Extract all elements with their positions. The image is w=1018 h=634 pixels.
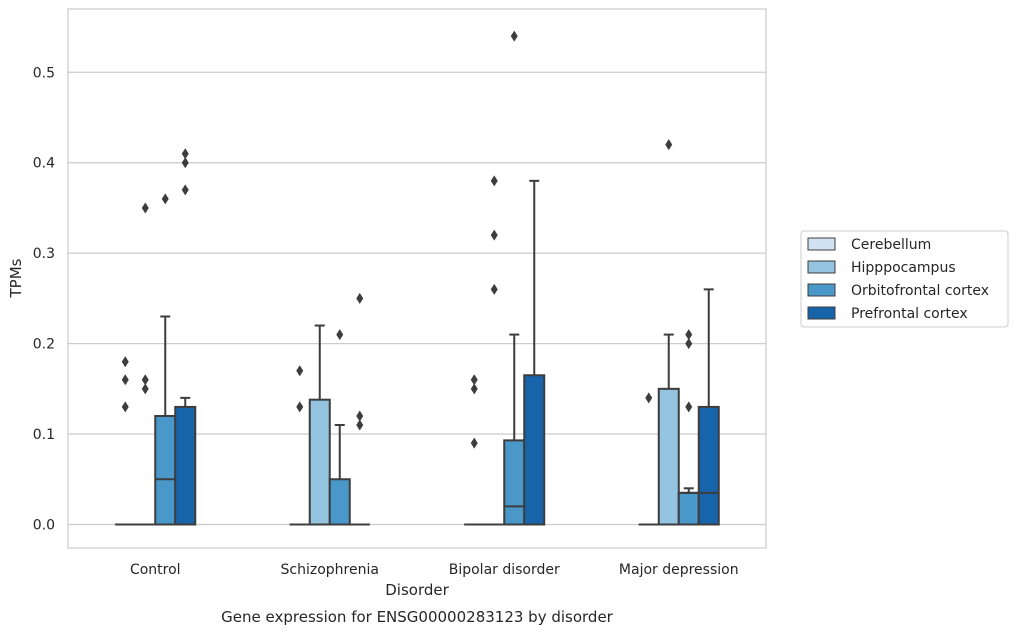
outlier-point — [665, 139, 673, 151]
x-tick-label: Control — [130, 562, 181, 578]
legend-label: Hipppocampus — [851, 260, 956, 276]
box — [154, 414, 177, 526]
box-schizophrenia-prefrontal-cortex — [349, 292, 370, 526]
y-tick-label: 0.5 — [33, 65, 55, 81]
y-tick-label: 0.2 — [33, 337, 55, 353]
outlier-point — [336, 329, 344, 341]
y-axis-title: TPMs — [7, 258, 25, 298]
box-schizophrenia-cerebellum — [289, 365, 310, 526]
box-major-depression-prefrontal-cortex — [697, 288, 720, 526]
box-major-depression-orbitofrontal-cortex — [677, 329, 700, 526]
x-tick-label: Schizophrenia — [281, 562, 379, 578]
outlier-point — [490, 283, 498, 295]
outlier-point — [181, 184, 189, 196]
outlier-point — [296, 401, 304, 413]
box-major-depression-hipppocampus — [657, 139, 680, 526]
box-control-prefrontal-cortex — [174, 148, 197, 526]
legend-label: Prefrontal cortex — [851, 306, 968, 322]
outlier-point — [685, 401, 693, 413]
y-tick-label: 0.4 — [33, 156, 55, 172]
y-tick-label: 0.1 — [33, 427, 55, 443]
y-tick-label: 0.3 — [33, 246, 55, 262]
outlier-point — [685, 338, 693, 350]
legend-swatch — [807, 260, 836, 274]
box-control-orbitofrontal-cortex — [154, 193, 177, 526]
outlier-point — [121, 374, 129, 386]
legend-swatch — [807, 283, 836, 297]
box — [174, 405, 197, 526]
box — [657, 387, 680, 526]
outlier-point — [121, 356, 129, 368]
outlier-point — [470, 383, 478, 395]
legend-swatch — [807, 237, 836, 251]
legend: Cerebellum Hipppocampus Orbitofrontal cort… — [800, 230, 1009, 328]
outlier-point — [356, 410, 364, 422]
box-bipolar-disorder-prefrontal-cortex — [523, 179, 546, 526]
box-control-cerebellum — [115, 356, 136, 526]
outlier-point — [356, 292, 364, 304]
outlier-point — [141, 374, 149, 386]
x-tick-labels: Control Schizophrenia Bipolar disorder Majo… — [130, 562, 739, 578]
outlier-point — [181, 157, 189, 169]
outlier-point — [161, 193, 169, 205]
box-major-depression-cerebellum — [638, 392, 659, 526]
outlier-point — [141, 202, 149, 214]
outlier-point — [121, 401, 129, 413]
outlier-point — [685, 329, 693, 341]
y-tick-label: 0.0 — [33, 517, 55, 533]
chart-caption: Gene expression for ENSG00000283123 by d… — [221, 608, 614, 626]
outlier-point — [645, 392, 653, 404]
box-control-hipppocampus — [135, 202, 156, 526]
legend-swatch — [807, 306, 836, 320]
outlier-point — [141, 383, 149, 395]
legend-label: Cerebellum — [851, 237, 931, 253]
box-schizophrenia-orbitofrontal-cortex — [328, 329, 351, 526]
box — [328, 478, 351, 526]
box — [677, 491, 700, 526]
outlier-point — [296, 365, 304, 377]
y-tick-labels: 0.0 0.1 0.2 0.3 0.4 0.5 — [33, 65, 55, 533]
outlier-point — [356, 419, 364, 431]
outlier-point — [490, 175, 498, 187]
box-schizophrenia-hipppocampus — [308, 324, 331, 526]
outlier-point — [470, 437, 478, 449]
box-bipolar-disorder-orbitofrontal-cortex — [503, 30, 526, 526]
outlier-point — [470, 374, 478, 386]
legend-frame — [800, 230, 1009, 328]
box — [503, 439, 526, 526]
outlier-point — [490, 229, 498, 241]
legend-label: Orbitofrontal cortex — [851, 283, 989, 299]
box — [697, 405, 720, 526]
box — [308, 398, 331, 526]
outlier-point — [510, 30, 518, 42]
box-groups — [115, 30, 720, 526]
x-tick-label: Major depression — [619, 562, 739, 578]
box-bipolar-disorder-cerebellum — [464, 374, 485, 526]
x-axis-title: Disorder — [385, 581, 449, 599]
box-bipolar-disorder-hipppocampus — [484, 175, 505, 526]
x-tick-label: Bipolar disorder — [449, 562, 560, 578]
box — [523, 374, 546, 526]
plot-frame — [67, 8, 767, 549]
outlier-point — [181, 148, 189, 160]
